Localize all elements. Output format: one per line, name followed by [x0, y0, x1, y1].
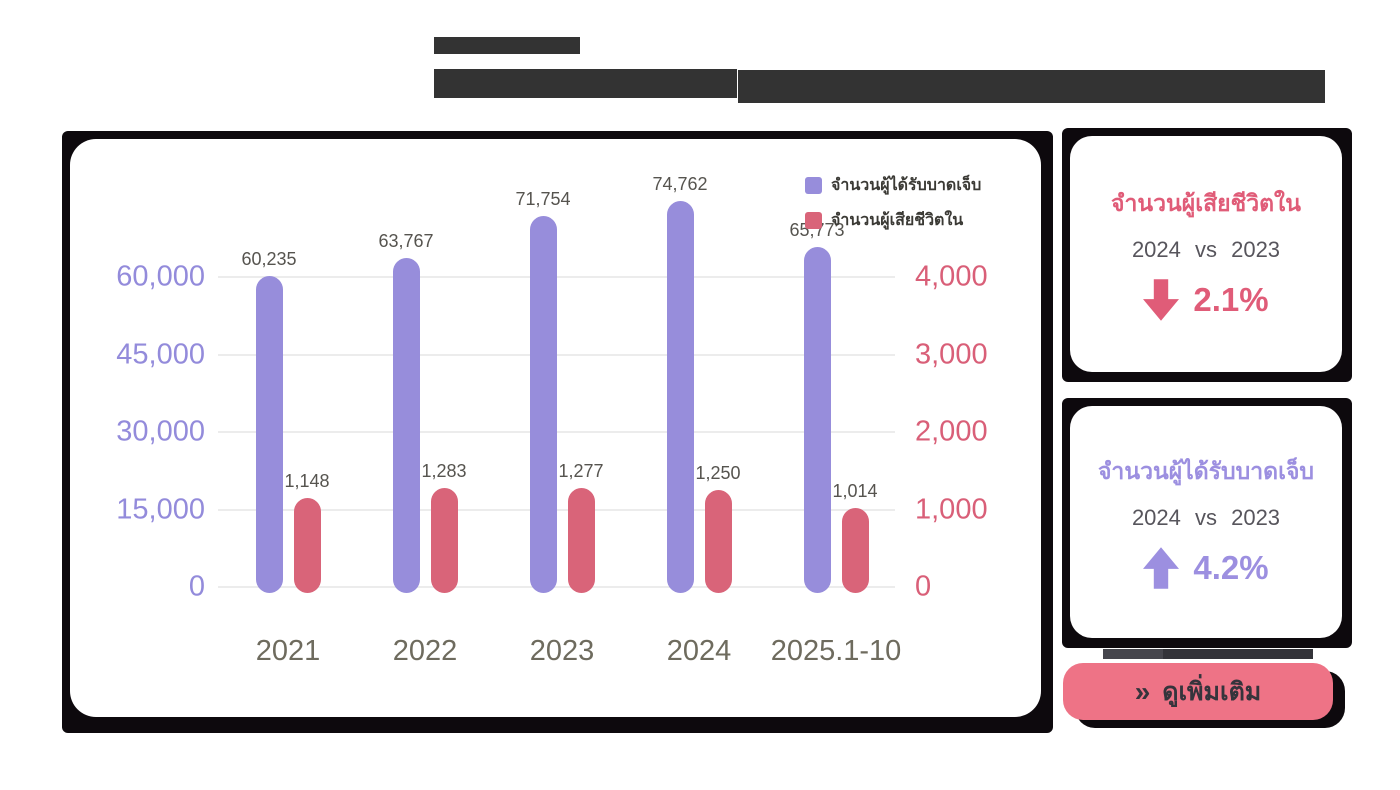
bar-injured: [803, 247, 831, 593]
stat-card-deaths-percent: 2.1%: [1193, 281, 1269, 318]
bar-deaths: [704, 490, 732, 593]
stat-card-deaths-change: 2.1%: [1143, 278, 1269, 322]
redacted-strip-segment: [1163, 649, 1313, 659]
bar-value-label: 74,762: [652, 173, 708, 194]
bar-value-label: 60,235: [241, 248, 297, 269]
stat-card-deaths-compare: 2024 vs 2023: [1131, 237, 1281, 262]
redacted-strip: [1103, 649, 1313, 659]
redacted-strip-segment: [1103, 649, 1163, 659]
right-axis-tick: 1,000: [915, 493, 988, 525]
redacted-header-block-small: [434, 37, 580, 54]
stat-card-injured-change: 4.2%: [1143, 546, 1269, 590]
legend: จำนวนผู้ได้รับบาดเจ็บจำนวนผู้เสียชีวิตใน: [805, 173, 981, 233]
legend-label: จำนวนผู้ได้รับบาดเจ็บ: [831, 177, 982, 194]
legend-label: จำนวนผู้เสียชีวิตใน: [831, 212, 964, 229]
x-axis-label: 2025.1-10: [770, 635, 902, 667]
stat-card-injured-percent: 4.2%: [1193, 549, 1269, 586]
down-arrow-icon: [1143, 279, 1180, 321]
stat-card-injured-compare: 2024 vs 2023: [1131, 505, 1281, 530]
left-axis-tick: 60,000: [116, 260, 205, 293]
gridline: [218, 508, 895, 511]
right-axis-tick: 4,000: [915, 260, 988, 293]
legend-swatch-icon: [805, 212, 822, 229]
gridline: [218, 431, 895, 433]
x-axis-label: 2021: [255, 635, 321, 667]
chart-card: 0 0 15,000 1,000 30,000 2,000 45,000 3,000 60,00…: [70, 139, 1041, 717]
bar-deaths: [293, 498, 321, 593]
right-axis-tick: 3,000: [915, 338, 988, 370]
x-axis-label: 2023: [529, 635, 595, 667]
redacted-header-block-right: [738, 70, 1325, 103]
legend-item: จำนวนผู้ได้รับบาดเจ็บ: [805, 173, 981, 198]
gridline: [218, 586, 895, 588]
gridline: [218, 276, 895, 278]
bar-value-label: 63,767: [378, 230, 434, 251]
bar-value-label: 1,148: [284, 471, 330, 492]
bar-injured: [666, 200, 694, 593]
left-axis-tick: 45,000: [116, 338, 205, 370]
x-axis-label: 2022: [392, 635, 458, 667]
bar-value-label: 71,754: [515, 189, 571, 210]
x-axis-label: 2024: [666, 635, 732, 667]
up-arrow-icon: [1143, 547, 1180, 589]
stat-card-deaths: จำนวนผู้เสียชีวิตใน 2024 vs 2023 2.1%: [1070, 136, 1342, 372]
chart-card-frame: 0 0 15,000 1,000 30,000 2,000 45,000 3,000 60,00…: [62, 131, 1053, 733]
bar-value-label: 65,773: [789, 220, 845, 241]
bar-value-label: 1,277: [558, 461, 604, 482]
bar-value-label: 1,283: [421, 460, 467, 481]
left-axis-tick: 0: [188, 570, 205, 603]
right-axis-tick: 0: [915, 570, 932, 603]
bar-value-label: 1,250: [695, 463, 741, 484]
more-button[interactable]: » ดูเพิ่มเติม: [1063, 663, 1333, 720]
stat-card-deaths-title: จำนวนผู้เสียชีวิตใน: [1110, 190, 1302, 216]
stat-card-injured-title: จำนวนผู้ได้รับบาดเจ็บ: [1097, 458, 1315, 484]
plot-area: 0 0 15,000 1,000 30,000 2,000 45,000 3,000 60,00…: [70, 139, 1041, 717]
bar-injured: [529, 216, 557, 593]
left-axis-tick: 30,000: [116, 415, 205, 448]
bar-deaths: [430, 487, 458, 593]
bar-deaths: [841, 508, 869, 593]
bar-injured: [392, 257, 420, 593]
redacted-header-block-left: [434, 69, 737, 98]
legend-swatch-icon: [805, 177, 822, 194]
left-axis-tick: 15,000: [116, 493, 205, 525]
right-axis-tick: 2,000: [915, 415, 988, 448]
more-button-label: ดูเพิ่มเติม: [1162, 677, 1262, 706]
stat-card-injured: จำนวนผู้ได้รับบาดเจ็บ 2024 vs 2023 4.2%: [1070, 406, 1342, 638]
bar-deaths: [567, 488, 595, 593]
bar-injured: [255, 275, 283, 593]
legend-item: จำนวนผู้เสียชีวิตใน: [805, 208, 981, 233]
stat-card-deaths-frame: จำนวนผู้เสียชีวิตใน 2024 vs 2023 2.1%: [1062, 128, 1352, 382]
double-chevron-icon: »: [1134, 675, 1151, 707]
bar-value-label: 1,014: [832, 481, 878, 502]
gridline: [218, 353, 895, 356]
stat-card-injured-frame: จำนวนผู้ได้รับบาดเจ็บ 2024 vs 2023 4.2%: [1062, 398, 1352, 648]
